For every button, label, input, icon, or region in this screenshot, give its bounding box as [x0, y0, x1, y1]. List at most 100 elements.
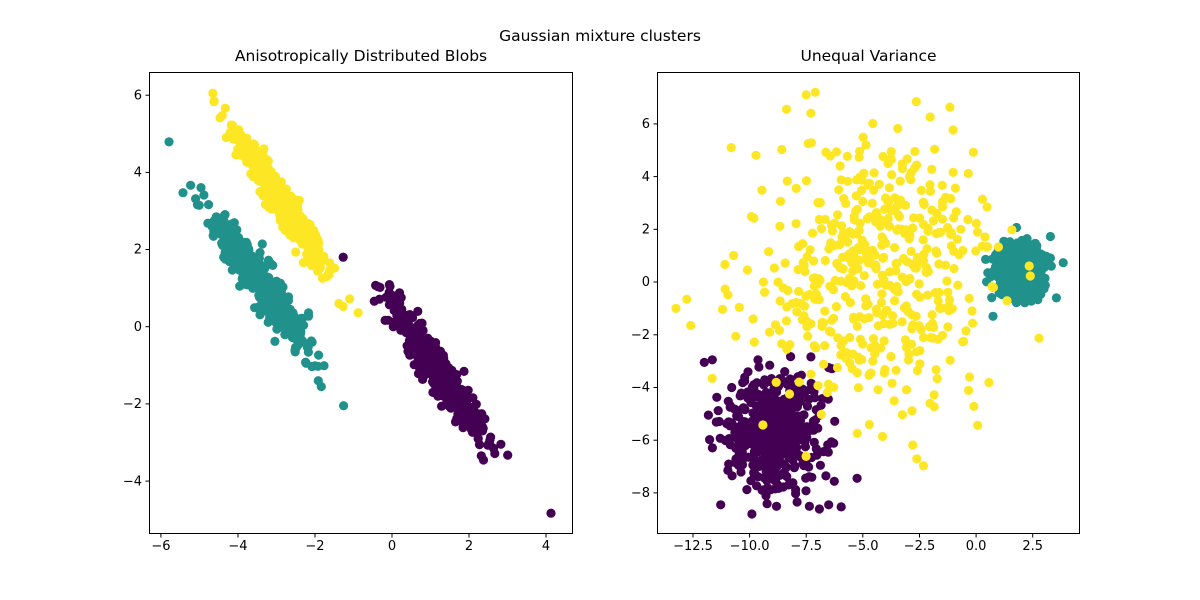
y-tick-label: −2	[631, 328, 650, 343]
scatter-point-cluster-2-yellow	[961, 326, 971, 336]
scatter-point-cluster-2-yellow	[877, 270, 887, 280]
scatter-point-cluster-1-teal	[283, 328, 294, 339]
scatter-point-cluster-0-purple	[852, 473, 862, 483]
scatter-point-cluster-1-teal	[1021, 242, 1031, 252]
scatter-point-cluster-1-teal	[263, 285, 273, 296]
scatter-point-cluster-0-purple	[761, 467, 771, 477]
scatter-point-cluster-2-yellow	[915, 292, 925, 302]
scatter-point-cluster-1-teal	[196, 183, 206, 193]
scatter-point-cluster-2-yellow	[870, 349, 880, 359]
scatter-point-cluster-2-yellow	[901, 385, 912, 395]
scatter-point-cluster-0-purple	[770, 476, 780, 486]
scatter-point-cluster-0-purple	[763, 483, 773, 493]
scatter-point-cluster-2-yellow	[734, 302, 744, 312]
scatter-point-cluster-2-yellow	[922, 244, 932, 254]
scatter-point-cluster-2-yellow	[338, 301, 348, 312]
y-tick-label: −2	[123, 397, 142, 412]
scatter-point-cluster-2-yellow	[309, 248, 319, 258]
scatter-point-cluster-2-yellow	[909, 213, 919, 223]
scatter-point-cluster-0-purple	[740, 417, 750, 427]
scatter-point-cluster-2-yellow	[801, 291, 811, 301]
scatter-point-cluster-2-yellow	[887, 378, 897, 388]
left-axes-scatter-plot: −6 −4 −2 0 2 4 6 4 2 0 −2 −4	[123, 72, 573, 554]
scatter-point-cluster-2-yellow	[908, 440, 918, 450]
scatter-point-cluster-2-yellow	[937, 214, 948, 224]
scatter-point-cluster-2-yellow	[943, 287, 953, 297]
scatter-point-cluster-1-teal	[225, 230, 235, 240]
scatter-point-cluster-2-yellow	[839, 336, 849, 346]
scatter-point-cluster-0-purple	[734, 412, 744, 422]
scatter-point-cluster-2-yellow	[897, 317, 907, 327]
scatter-point-cluster-2-yellow	[274, 209, 285, 219]
scatter-point-cluster-2-yellow	[971, 218, 981, 228]
scatter-point-cluster-0-purple	[437, 363, 447, 373]
scatter-point-cluster-2-yellow	[984, 377, 994, 388]
scatter-point-cluster-2-yellow	[806, 319, 816, 329]
scatter-point-cluster-0-purple	[787, 381, 797, 391]
scatter-point-cluster-0-purple	[452, 370, 462, 380]
scatter-point-cluster-1-teal	[307, 337, 317, 347]
scatter-point-cluster-2-yellow	[948, 167, 958, 177]
scatter-point-cluster-0-purple	[388, 322, 398, 332]
scatter-point-cluster-2-yellow	[883, 213, 893, 224]
scatter-point-cluster-2-yellow	[764, 247, 774, 257]
scatter-point-cluster-2-yellow	[253, 154, 263, 164]
scatter-point-cluster-1-teal	[220, 210, 230, 220]
scatter-point-cluster-2-yellow	[816, 224, 826, 234]
scatter-point-cluster-2-yellow	[220, 103, 230, 113]
scatter-point-cluster-0-purple	[748, 422, 758, 432]
scatter-point-cluster-1-teal	[307, 361, 317, 372]
scatter-point-cluster-0-purple	[715, 433, 725, 443]
scatter-point-cluster-2-yellow	[820, 341, 830, 351]
scatter-point-cluster-2-yellow	[838, 252, 848, 262]
scatter-point-cluster-2-yellow	[855, 218, 865, 228]
scatter-points-layer	[671, 87, 1068, 519]
scatter-point-cluster-2-yellow	[925, 112, 935, 122]
scatter-point-cluster-0-purple	[374, 294, 384, 304]
scatter-point-cluster-2-yellow	[838, 264, 848, 274]
scatter-point-cluster-0-purple	[771, 434, 781, 444]
scatter-point-cluster-2-yellow	[284, 215, 294, 225]
scatter-point-cluster-2-yellow	[803, 331, 813, 341]
scatter-point-cluster-1-teal	[1051, 293, 1061, 303]
scatter-point-cluster-2-yellow	[325, 258, 335, 268]
right-axes-scatter-plot: −12.5 −10.0 −7.5 −5.0 −2.5 0.0 2.5 6 4 2 0 −2 −4 −6 −8	[631, 72, 1080, 554]
scatter-point-cluster-2-yellow	[868, 334, 878, 344]
scatter-point-cluster-2-yellow	[864, 419, 874, 430]
x-tick-label: −12.5	[673, 539, 713, 554]
scatter-point-cluster-2-yellow	[911, 97, 921, 107]
scatter-point-cluster-0-purple	[812, 450, 822, 460]
scatter-point-cluster-0-purple	[764, 376, 774, 387]
scatter-point-cluster-2-yellow	[707, 373, 717, 383]
scatter-point-cluster-1-teal	[199, 190, 209, 200]
scatter-point-cluster-2-yellow	[783, 285, 793, 296]
scatter-point-cluster-2-yellow	[848, 266, 858, 276]
scatter-point-cluster-2-yellow	[858, 196, 868, 207]
scatter-point-cluster-0-purple	[790, 431, 800, 441]
scatter-point-cluster-0-purple	[773, 442, 783, 452]
scatter-point-cluster-2-yellow	[777, 144, 787, 155]
scatter-point-cluster-2-yellow	[886, 147, 896, 157]
scatter-point-cluster-2-yellow	[837, 221, 847, 231]
scatter-point-cluster-2-yellow	[897, 410, 907, 420]
scatter-point-cluster-0-purple	[428, 370, 438, 380]
scatter-point-cluster-1-teal	[178, 188, 188, 198]
scatter-point-cluster-0-purple	[445, 393, 455, 403]
scatter-point-cluster-2-yellow	[889, 396, 899, 406]
scatter-point-cluster-2-yellow	[275, 200, 285, 210]
scatter-point-cluster-2-yellow	[977, 194, 988, 204]
scatter-point-cluster-0-purple	[754, 362, 764, 372]
scatter-point-cluster-2-yellow	[917, 258, 927, 268]
scatter-point-cluster-0-purple	[713, 406, 723, 416]
scatter-point-cluster-2-yellow	[278, 193, 288, 203]
scatter-point-cluster-0-purple	[384, 287, 394, 298]
scatter-point-cluster-1-teal	[1004, 278, 1014, 288]
scatter-point-cluster-0-purple	[815, 460, 825, 470]
scatter-point-cluster-2-yellow	[831, 302, 841, 312]
scatter-point-cluster-2-yellow	[890, 193, 900, 203]
scatter-point-cluster-0-purple	[796, 370, 806, 380]
scatter-point-cluster-0-purple	[413, 306, 423, 316]
scatter-point-cluster-0-purple	[705, 435, 715, 445]
scatter-point-cluster-2-yellow	[731, 331, 741, 341]
scatter-point-cluster-2-yellow	[808, 228, 818, 238]
